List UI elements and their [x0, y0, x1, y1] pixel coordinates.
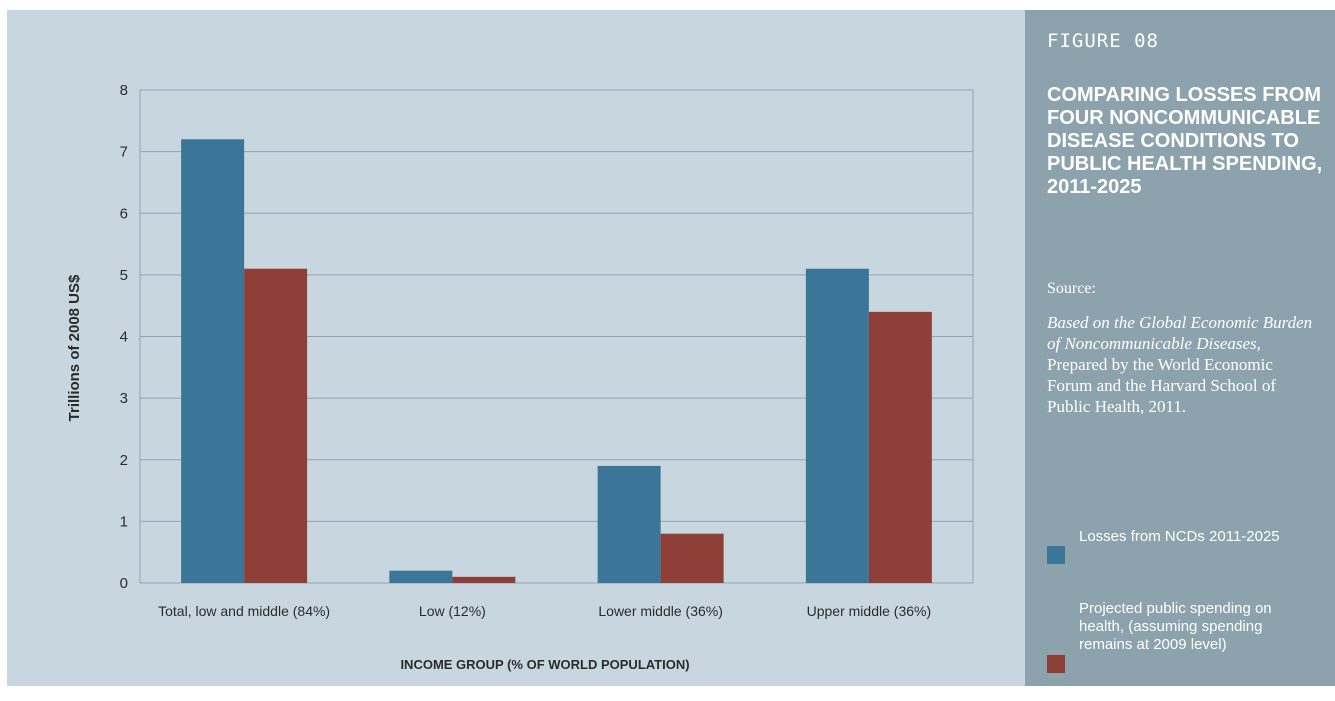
x-tick-label: Total, low and middle (84%)	[158, 603, 330, 619]
chart-panel: 0 1 2 3 4 5 6 7 8 Total, low and middle (84%) Low…	[7, 10, 1025, 686]
y-tick-label: 4	[120, 329, 128, 346]
y-tick-label: 8	[120, 82, 128, 99]
y-tick-label: 2	[120, 452, 128, 469]
y-tick-label: 3	[120, 390, 128, 407]
bar-spending	[660, 533, 724, 583]
bars	[181, 139, 932, 584]
y-tick-label: 1	[120, 513, 128, 530]
y-tick-label: 7	[120, 144, 128, 161]
figure-title: COMPARING LOSSES FROM FOUR NONCOMMUNICAB…	[1047, 84, 1323, 198]
source-rest: Prepared by the World Economic Forum and…	[1047, 355, 1276, 416]
y-axis-label: Trillions of 2008 US$	[66, 274, 83, 421]
y-axis-ticks: 0 1 2 3 4 5 6 7 8	[120, 82, 128, 592]
legend-label-losses: Losses from NCDs 2011-2025	[1079, 528, 1280, 545]
bar-spending	[452, 576, 516, 583]
x-axis-label: INCOME GROUP (% OF WORLD POPULATION)	[400, 657, 689, 672]
figure-label: FIGURE 08	[1047, 30, 1159, 52]
legend-swatch-spending	[1047, 655, 1065, 673]
source-label: Source:	[1047, 280, 1096, 297]
x-tick-label: Upper middle (36%)	[807, 603, 932, 619]
bar-losses	[389, 570, 453, 583]
y-tick-label: 0	[120, 575, 128, 592]
bar-spending	[868, 311, 932, 583]
x-axis-ticks: Total, low and middle (84%) Low (12%) Lowe…	[158, 603, 931, 619]
source-italic: Based on the Global Economic Burden of N…	[1047, 313, 1313, 353]
y-tick-label: 5	[120, 267, 128, 284]
bar-losses	[597, 465, 661, 583]
y-tick-label: 6	[120, 205, 128, 222]
source-text: Based on the Global Economic Burden of N…	[1047, 312, 1317, 417]
bar-chart: 0 1 2 3 4 5 6 7 8 Total, low and middle (84%) Low…	[66, 82, 974, 672]
bar-losses	[181, 139, 245, 584]
legend-swatch-losses	[1047, 546, 1065, 564]
side-panel: FIGURE 08 COMPARING LOSSES FROM FOUR NON…	[1025, 10, 1335, 686]
x-tick-label: Low (12%)	[419, 603, 486, 619]
bar-losses	[805, 268, 869, 583]
x-tick-label: Lower middle (36%)	[598, 603, 723, 619]
bar-spending	[244, 268, 308, 583]
legend-label-spending: Projected public spending on health, (as…	[1079, 600, 1272, 653]
